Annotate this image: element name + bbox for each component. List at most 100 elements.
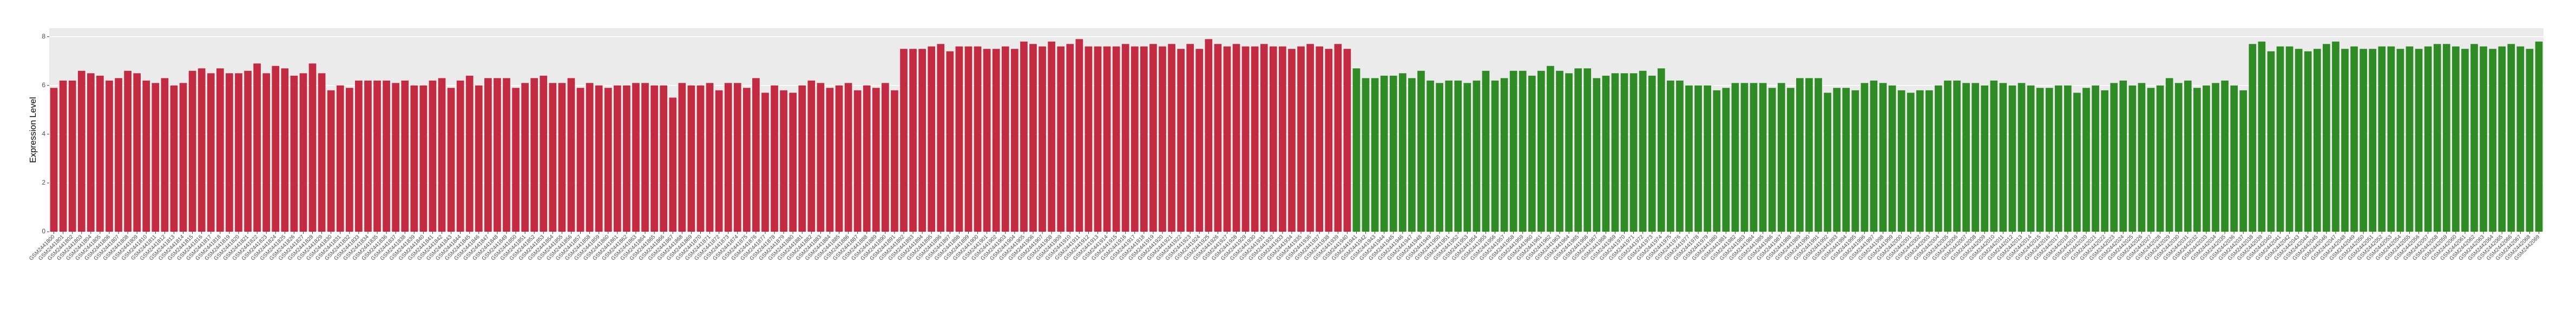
bar bbox=[2313, 49, 2321, 232]
bar bbox=[1325, 49, 1333, 232]
bar bbox=[669, 97, 677, 232]
y-tick-label: 6 bbox=[42, 81, 45, 89]
bar bbox=[937, 44, 945, 232]
bar bbox=[2378, 46, 2386, 232]
bar bbox=[503, 78, 510, 232]
bar bbox=[835, 85, 843, 232]
bar bbox=[336, 85, 344, 232]
bar bbox=[1057, 46, 1065, 232]
bar bbox=[974, 46, 982, 232]
bar bbox=[1112, 46, 1120, 232]
bar bbox=[465, 75, 474, 232]
bar bbox=[807, 80, 816, 232]
bar bbox=[1528, 75, 1536, 232]
bar bbox=[1260, 44, 1268, 232]
bar bbox=[771, 85, 778, 232]
bar bbox=[706, 83, 714, 232]
bar bbox=[253, 63, 261, 232]
bar bbox=[272, 66, 280, 232]
y-tick-label: 0 bbox=[42, 227, 45, 235]
bar bbox=[1547, 66, 1554, 232]
bar bbox=[1722, 88, 1730, 232]
bar bbox=[308, 63, 317, 232]
bar bbox=[2221, 80, 2229, 232]
bar bbox=[761, 93, 769, 232]
bar bbox=[891, 90, 898, 232]
bar bbox=[2018, 83, 2026, 232]
bar bbox=[882, 83, 889, 232]
bar bbox=[1121, 44, 1129, 232]
bar bbox=[1824, 93, 1831, 232]
bar bbox=[2165, 78, 2173, 232]
bar bbox=[170, 85, 178, 232]
bar bbox=[2535, 41, 2543, 232]
bar bbox=[2101, 90, 2108, 232]
bar bbox=[1750, 83, 1758, 232]
bar bbox=[1454, 80, 1462, 232]
bar bbox=[1815, 78, 1822, 232]
bar bbox=[392, 83, 399, 232]
bar bbox=[909, 49, 917, 232]
bar bbox=[1473, 80, 1481, 232]
bar bbox=[733, 83, 741, 232]
bar bbox=[1565, 73, 1573, 232]
bar bbox=[1759, 83, 1767, 232]
bar bbox=[613, 85, 621, 232]
bar bbox=[383, 80, 390, 232]
bar bbox=[2073, 93, 2081, 232]
bar bbox=[1897, 90, 1905, 232]
bar bbox=[2174, 83, 2183, 232]
bar bbox=[1676, 80, 1684, 232]
bar bbox=[96, 75, 104, 232]
bar bbox=[696, 85, 705, 232]
bar bbox=[2369, 49, 2377, 232]
bar bbox=[2295, 49, 2303, 232]
bar bbox=[540, 75, 548, 232]
bar bbox=[1657, 68, 1665, 232]
bar bbox=[1269, 46, 1277, 232]
bar bbox=[2360, 49, 2367, 232]
bar bbox=[373, 80, 381, 232]
bar bbox=[1241, 46, 1250, 232]
bar bbox=[1140, 46, 1148, 232]
bar bbox=[401, 80, 409, 232]
bar bbox=[1796, 78, 1804, 232]
bar bbox=[1214, 44, 1222, 232]
bar bbox=[724, 83, 732, 232]
bar bbox=[456, 80, 464, 232]
bar bbox=[1556, 70, 1563, 232]
bar bbox=[1094, 46, 1102, 232]
bar bbox=[918, 49, 926, 232]
bar bbox=[484, 78, 492, 232]
bar bbox=[1713, 90, 1721, 232]
bar bbox=[1316, 46, 1324, 232]
y-tick-label: 2 bbox=[42, 179, 45, 186]
bar bbox=[1232, 44, 1240, 232]
bar bbox=[1593, 78, 1601, 232]
bar bbox=[576, 88, 584, 232]
bar bbox=[1389, 75, 1397, 232]
bar bbox=[133, 73, 141, 232]
bar bbox=[660, 85, 668, 232]
bar bbox=[1990, 80, 1998, 232]
bar bbox=[983, 49, 991, 232]
bar bbox=[2489, 49, 2496, 232]
bar bbox=[2045, 88, 2053, 232]
bar bbox=[1639, 70, 1647, 232]
bar bbox=[1685, 85, 1693, 232]
bar bbox=[1066, 44, 1074, 232]
bar bbox=[1039, 46, 1046, 232]
bar bbox=[1279, 46, 1286, 232]
bar bbox=[1029, 44, 1037, 232]
bar bbox=[2396, 49, 2404, 232]
y-tick-label: 4 bbox=[42, 130, 45, 138]
bar bbox=[2461, 49, 2469, 232]
bar bbox=[1537, 70, 1545, 232]
bar bbox=[2304, 51, 2312, 232]
bar bbox=[2138, 83, 2146, 232]
bar bbox=[2480, 46, 2487, 232]
bar bbox=[179, 83, 187, 232]
bar bbox=[429, 80, 437, 232]
bar bbox=[2203, 85, 2210, 232]
